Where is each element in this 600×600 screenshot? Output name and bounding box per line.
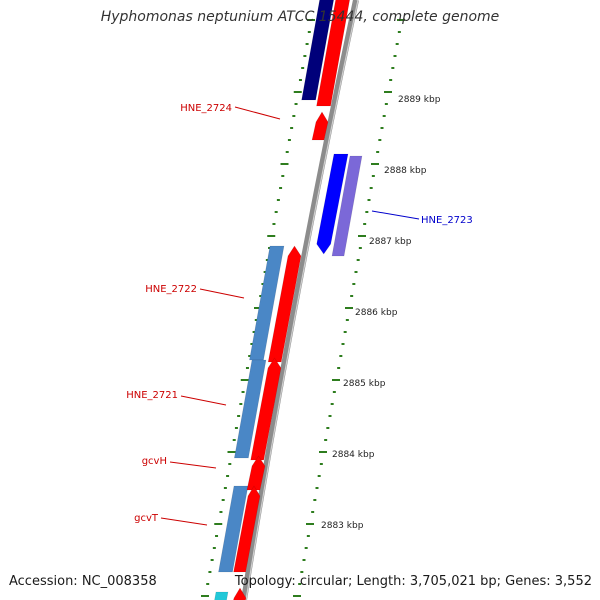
inner-tick-ring [201, 19, 315, 597]
scale-label: 2885 kbp [343, 379, 386, 389]
backbone-line [241, 0, 359, 600]
gene-label: HNE_2723 [421, 215, 473, 226]
label-leaders [160, 106, 420, 526]
gene-label: HNE_2722 [145, 284, 197, 295]
backbone-highlight [245, 0, 359, 600]
scale-label: 2884 kbp [332, 450, 375, 460]
scale-label: 2889 kbp [398, 95, 441, 105]
genome-backbone [241, 0, 359, 600]
gene-hne-2724 [311, 111, 329, 141]
gene-label: HNE_2724 [180, 103, 232, 114]
outer-tick-ring [293, 19, 405, 597]
gene-gcvt [233, 485, 261, 573]
gene-arrow-navy [301, 0, 334, 101]
scale-label: 2886 kbp [355, 308, 398, 318]
scale-label: 2883 kbp [321, 521, 364, 531]
gene-hne-2723-violet [331, 155, 363, 257]
scale-label: 2888 kbp [384, 166, 427, 176]
label-leader [371, 210, 420, 220]
label-leader [169, 461, 217, 469]
label-leader [199, 288, 245, 299]
map-title: Hyphomonas neptunium ATCC 15444, complet… [100, 9, 500, 25]
label-leader [180, 395, 227, 406]
genome-summary: Topology: circular; Length: 3,705,021 bp… [234, 574, 592, 589]
gene-cyan [214, 591, 229, 600]
gene-hne-2723-blue [316, 153, 349, 255]
gene-red-bottom [233, 587, 247, 600]
gene-arrow-red [316, 0, 350, 107]
label-leader [160, 517, 208, 526]
accession-text: Accession: NC_008358 [9, 574, 157, 589]
label-leader [234, 106, 281, 120]
gene-label: gcvH [142, 456, 167, 467]
gene-label: gcvT [134, 513, 159, 524]
feature-labels: 2889 kbp 2888 kbp 2887 kbp 2886 kbp 2885 kbp… [126, 95, 473, 531]
scale-label: 2887 kbp [369, 237, 412, 247]
gene-features [214, 0, 363, 600]
gene-steel-2 [234, 359, 267, 459]
gene-steel-3 [218, 485, 249, 573]
gene-label: HNE_2721 [126, 390, 178, 401]
